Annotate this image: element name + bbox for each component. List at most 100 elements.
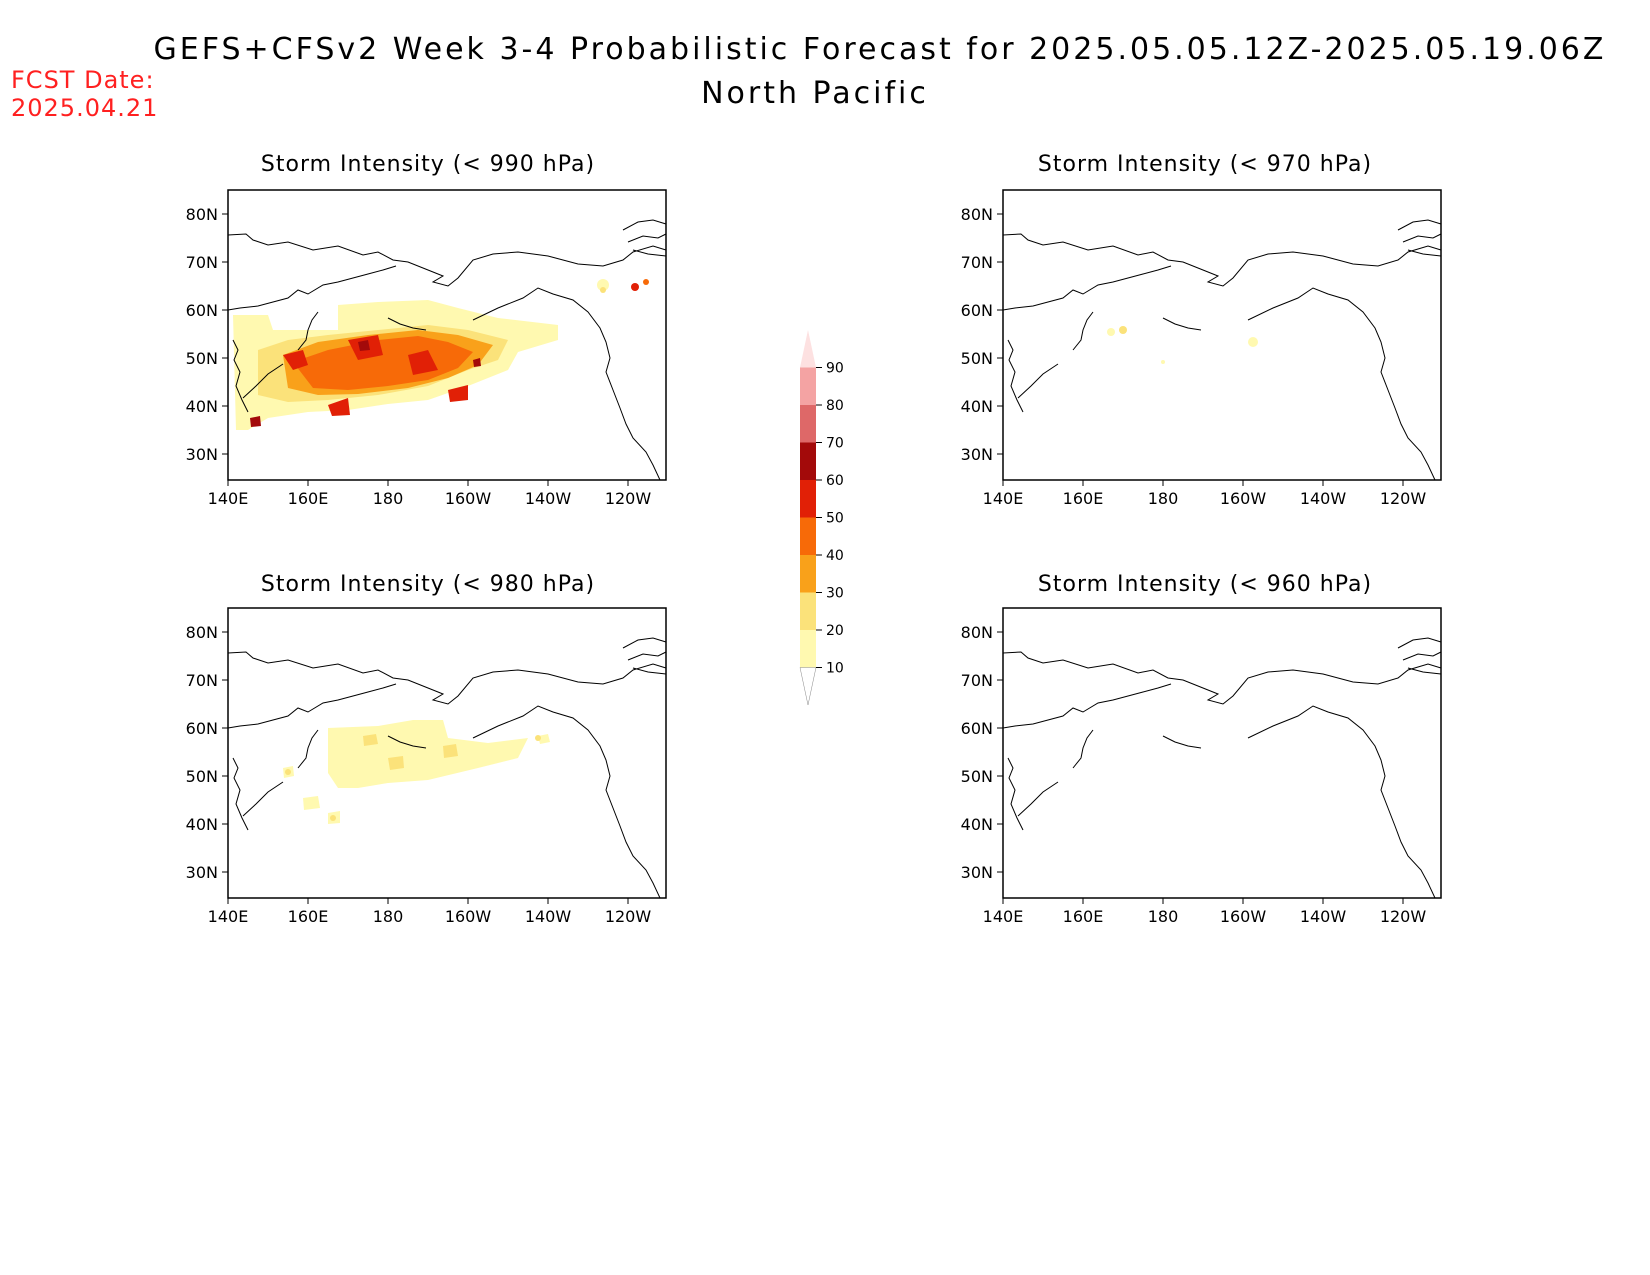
probability-patch (250, 416, 261, 427)
lon-tick-label: 140W (1300, 907, 1347, 926)
probability-patch (443, 744, 458, 758)
lat-tick-label: 50N (961, 349, 993, 368)
probability-patch (643, 279, 649, 285)
probability-patch (538, 734, 550, 744)
lon-tick-label: 120W (1380, 907, 1427, 926)
probability-patch (330, 815, 336, 821)
map-frame (1002, 607, 1442, 899)
colorbar-label: 90 (826, 361, 844, 377)
colorbar-swatch (800, 330, 816, 368)
lon-tick-label: 140E (983, 489, 1024, 508)
coastline (242, 363, 284, 399)
lon-tick-label: 120W (605, 489, 652, 508)
probability-patch (448, 385, 468, 402)
lat-tick-label: 40N (961, 397, 993, 416)
probability-patch (285, 769, 291, 775)
lat-tick-label: 60N (961, 719, 993, 738)
lon-tick-label: 140W (525, 489, 572, 508)
lon-tick-label: 160E (1063, 907, 1104, 926)
lon-tick-label: 180 (1148, 907, 1179, 926)
forecast-date-value: 2025.04.21 (11, 94, 159, 122)
lat-tick-label: 30N (961, 863, 993, 882)
lat-tick-label: 60N (186, 719, 218, 738)
probability-patch (631, 283, 639, 291)
colorbar-swatch (800, 555, 816, 593)
coastline (1002, 651, 1442, 705)
lat-tick-label: 70N (961, 671, 993, 690)
map-frame (227, 189, 667, 481)
lat-tick-label: 50N (961, 767, 993, 786)
coastline (1247, 705, 1436, 899)
coastline (1002, 683, 1172, 729)
lat-tick-label: 80N (186, 623, 218, 642)
map-panel-990: 80N 70N 60N 50N 40N 30N 140E 160E 180 160W 140W 120… (186, 189, 667, 508)
colorbar-swatch (799, 667, 817, 706)
coastline (1002, 265, 1172, 311)
lon-tick-label: 160W (1220, 489, 1267, 508)
lon-tick-label: 160W (1220, 907, 1267, 926)
lon-tick-label: 180 (1148, 489, 1179, 508)
colorbar-label: 50 (826, 511, 844, 527)
panel-title-960: Storm Intensity (< 960 hPa) (1037, 572, 1373, 597)
coastline (387, 735, 427, 749)
lon-tick-label: 140E (983, 907, 1024, 926)
colorbar-swatch (800, 367, 816, 405)
colorbar-swatch (800, 442, 816, 480)
coastline (1072, 311, 1094, 351)
coastline (297, 311, 319, 351)
probability-patch (388, 756, 404, 770)
colorbar-swatch (800, 517, 816, 555)
colorbar-label: 20 (826, 623, 844, 639)
coastline (1017, 363, 1059, 399)
colorbar-swatch (800, 592, 816, 630)
region-title: North Pacific (701, 76, 929, 111)
probability-patch (293, 336, 473, 390)
map-panel-970: 80N 70N 60N 50N 40N 30N 140E 160E 180 160W 140W 120… (961, 189, 1442, 508)
panel-title-990: Storm Intensity (< 990 hPa) (260, 152, 596, 177)
lon-tick-label: 140E (208, 489, 249, 508)
lon-tick-label: 160E (288, 907, 329, 926)
colorbar-label: 40 (826, 548, 844, 564)
coastline (227, 265, 397, 311)
probability-patch (408, 350, 438, 375)
colorbar-label: 80 (826, 398, 844, 414)
lat-tick-label: 80N (961, 623, 993, 642)
coastline (1397, 637, 1442, 675)
lon-tick-label: 140W (1300, 489, 1347, 508)
coastline (227, 683, 397, 729)
coastline (1162, 735, 1202, 749)
lon-tick-label: 140W (525, 907, 572, 926)
lat-tick-label: 30N (961, 445, 993, 464)
probability-patch (283, 350, 308, 370)
lat-tick-label: 50N (186, 349, 218, 368)
coastline (1017, 781, 1059, 817)
lat-tick-label: 30N (186, 445, 218, 464)
lat-tick-label: 80N (186, 205, 218, 224)
coastline (472, 287, 661, 481)
probability-patch (1161, 360, 1165, 364)
lon-tick-label: 160E (288, 489, 329, 508)
lon-tick-label: 120W (1380, 489, 1427, 508)
lon-tick-label: 160E (1063, 489, 1104, 508)
lon-tick-label: 180 (373, 907, 404, 926)
colorbar-label: 30 (826, 586, 844, 602)
probability-patch (1248, 337, 1258, 347)
lat-tick-label: 60N (961, 301, 993, 320)
lat-tick-label: 80N (961, 205, 993, 224)
coastline (1007, 339, 1024, 413)
coastline (227, 233, 667, 287)
coastline (297, 729, 319, 769)
colorbar: 10 20 30 40 50 60 70 80 90 (799, 330, 844, 706)
coastline (387, 317, 427, 331)
coastline (1072, 729, 1094, 769)
probability-patch (1119, 326, 1127, 334)
lat-tick-label: 40N (186, 815, 218, 834)
coastline (232, 339, 249, 413)
probability-patch (1107, 328, 1115, 336)
lat-tick-label: 40N (961, 815, 993, 834)
map-panel-980: 80N 70N 60N 50N 40N 30N 140E 160E 180 160W 140W 120… (186, 607, 667, 926)
forecast-date-label: FCST Date: (11, 66, 155, 94)
coastline (472, 705, 661, 899)
lat-tick-label: 40N (186, 397, 218, 416)
lat-tick-label: 50N (186, 767, 218, 786)
